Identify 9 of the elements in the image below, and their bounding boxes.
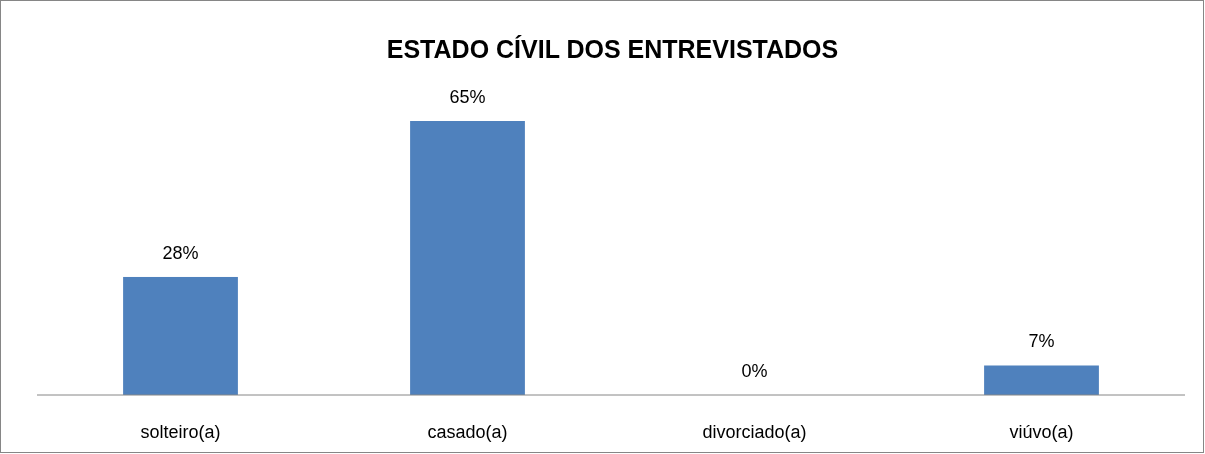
x-tick-label: casado(a) [427,422,508,442]
data-label: 0% [741,361,768,381]
x-tick-label: solteiro(a) [140,422,221,442]
data-label: 28% [162,242,199,263]
data-label: 7% [1028,331,1055,352]
x-tick-label: viúvo(a) [1009,422,1074,442]
data-label: 65% [449,87,486,107]
x-tick-label: divorciado(a) [702,422,807,442]
chart-title: ESTADO CÍVIL DOS ENTREVISTADOS [386,35,839,63]
